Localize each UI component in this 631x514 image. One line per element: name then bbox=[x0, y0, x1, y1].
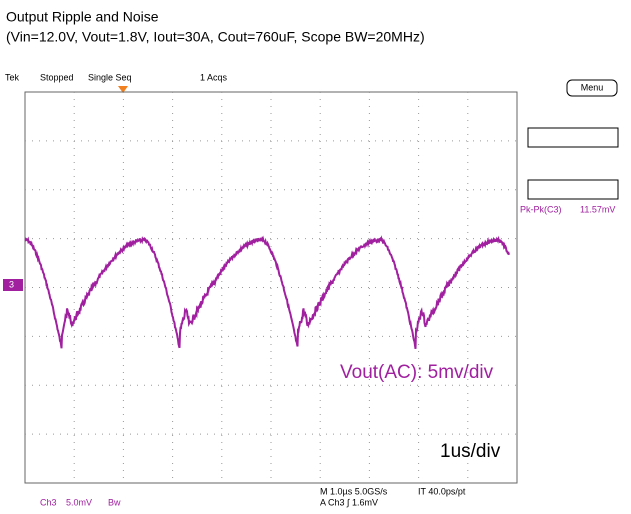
measurement-label: Pk-Pk(C3) bbox=[520, 204, 562, 214]
footer-resolution: IT 40.0ps/pt bbox=[418, 486, 466, 496]
mode: Single Seq bbox=[88, 72, 132, 82]
channel-marker bbox=[3, 279, 23, 291]
waveform bbox=[24, 235, 510, 349]
acqs: 1 Acqs bbox=[200, 72, 228, 82]
footer-trigger: A Ch3 ∫ 1.6mV bbox=[320, 497, 378, 507]
channel-marker-label: 3 bbox=[9, 279, 14, 289]
horizontal-scale-note: 1us/div bbox=[440, 441, 501, 462]
footer-scale: 5.0mV bbox=[66, 497, 92, 507]
graticule bbox=[25, 92, 517, 483]
menu-label[interactable]: Menu bbox=[581, 82, 604, 92]
subtitle: (Vin=12.0V, Vout=1.8V, Iout=30A, Cout=76… bbox=[6, 29, 425, 45]
vertical-scale-note: Vout(AC): 5mv/div bbox=[340, 362, 494, 383]
footer-channel: Ch3 bbox=[40, 497, 57, 507]
readout-box bbox=[527, 179, 619, 200]
state: Stopped bbox=[40, 72, 74, 82]
footer-bw: Bw bbox=[108, 497, 121, 507]
measurement-value: 11.57mV bbox=[580, 204, 615, 214]
footer-timebase: M 1.0µs 5.0GS/s bbox=[320, 486, 388, 496]
trigger-marker bbox=[118, 86, 128, 93]
title: Output Ripple and Noise bbox=[6, 9, 159, 25]
brand: Tek bbox=[5, 72, 20, 82]
readout-box bbox=[527, 127, 619, 148]
menu-button[interactable] bbox=[566, 79, 618, 97]
